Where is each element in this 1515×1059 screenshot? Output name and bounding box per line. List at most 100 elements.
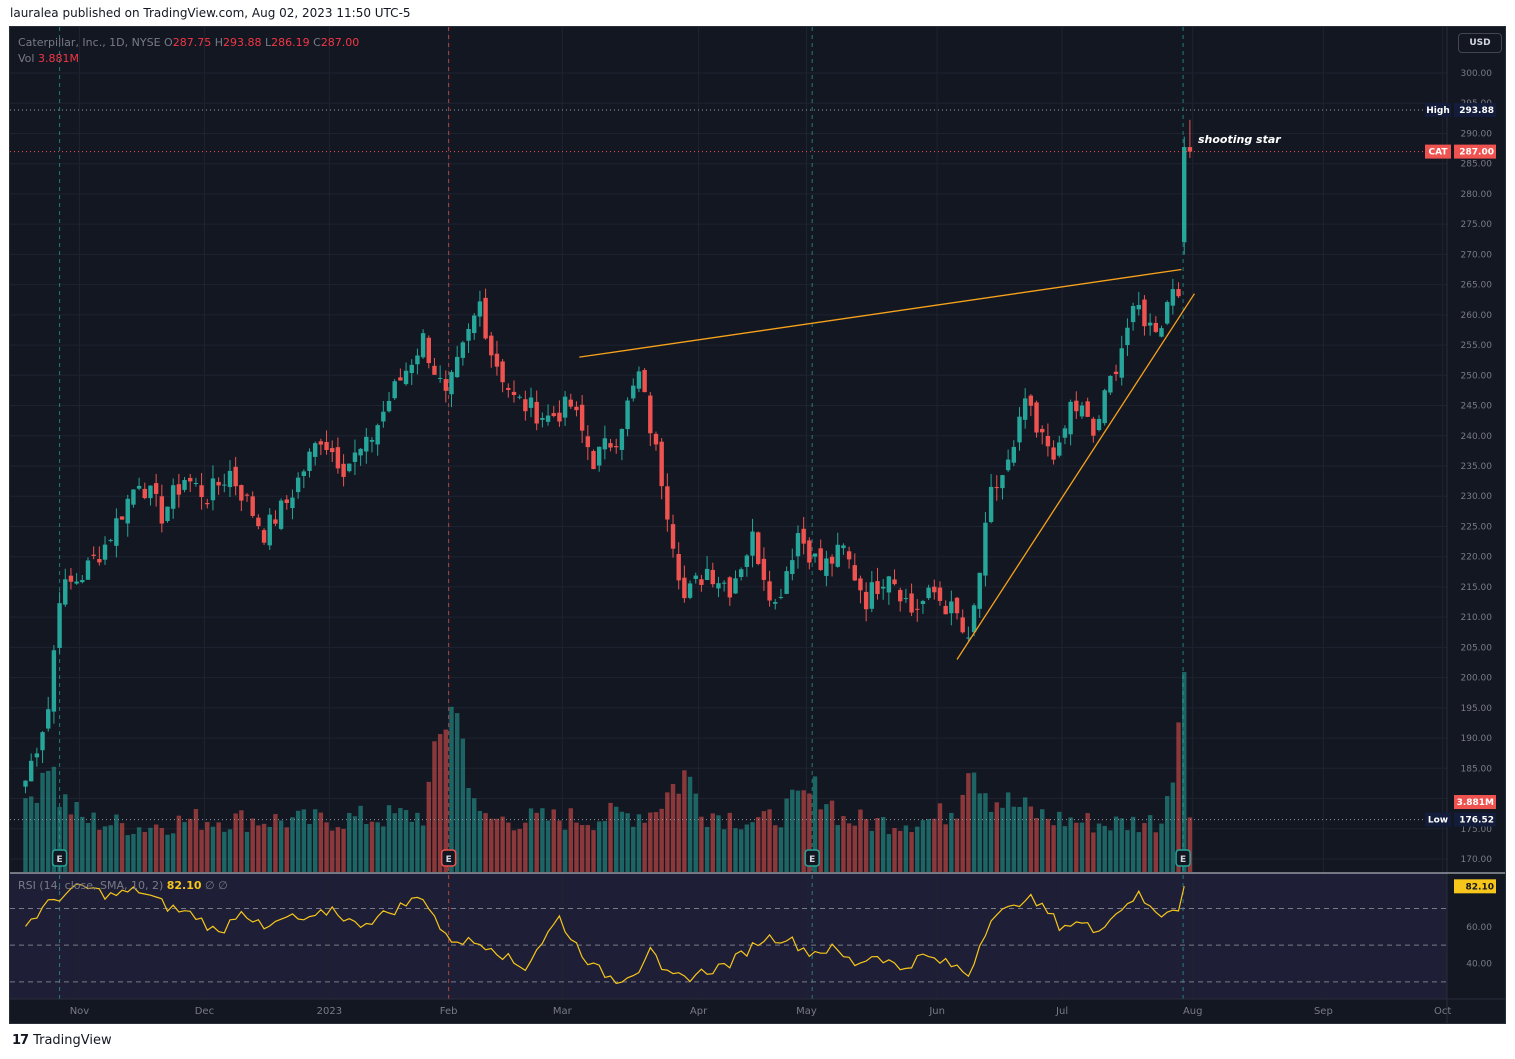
earnings-marker: E (804, 849, 820, 867)
rsi-tick-label: 60.00 (1466, 923, 1492, 933)
volume-bar (182, 822, 187, 872)
volume-bar (1062, 826, 1068, 872)
volume-bar (318, 812, 324, 872)
volume-bar (1091, 832, 1096, 872)
candle (642, 369, 647, 393)
currency-button[interactable]: USD (1458, 33, 1502, 53)
price-tick-label: 255.00 (1461, 341, 1493, 351)
candle (142, 488, 147, 499)
volume-bar (352, 816, 358, 872)
volume-bar (602, 821, 608, 872)
rsi-extra: ∅ ∅ (205, 879, 228, 892)
volume-bar (1113, 816, 1119, 872)
volume-bar (1176, 722, 1181, 872)
candle (318, 441, 324, 445)
time-axis-label: Jun (928, 1006, 945, 1017)
volume-bar (1040, 809, 1045, 872)
volume-bar (278, 820, 284, 872)
candle (426, 337, 431, 364)
candle (892, 579, 897, 585)
volume-bar (738, 829, 744, 872)
volume-bar (267, 826, 272, 872)
volume-bar (51, 766, 57, 872)
open-label: O (164, 36, 173, 49)
volume-bar (767, 809, 772, 872)
candle (818, 548, 823, 570)
candle (233, 466, 238, 487)
candle (591, 450, 596, 470)
volume-bar (63, 794, 68, 872)
volume-bar (750, 822, 755, 872)
volume-bar (119, 823, 125, 872)
volume-bar (227, 829, 233, 872)
candle (494, 353, 500, 367)
volume-bar (454, 713, 460, 872)
volume-bar (1074, 822, 1079, 872)
candle (28, 760, 34, 782)
volume-bar (261, 823, 267, 872)
chart-frame[interactable]: shooting starEEEE170.00175.00180.00185.0… (9, 26, 1506, 1024)
volume-bar (1125, 830, 1130, 872)
candle (1170, 289, 1176, 306)
volume-bar (165, 834, 170, 872)
volume-bar (1159, 823, 1164, 872)
volume-bar (222, 831, 227, 872)
volume-bar (273, 814, 278, 872)
volume-bar (557, 820, 562, 872)
candle (977, 572, 982, 609)
volume-bar (233, 813, 238, 872)
candle (1187, 147, 1193, 152)
volume-bar (85, 822, 91, 872)
candle (125, 498, 130, 524)
footer-brand: TradingView (33, 1033, 112, 1048)
volume-bar (744, 824, 750, 872)
volume-bar (250, 818, 255, 872)
volume-bar (415, 812, 420, 872)
volume-bar (153, 824, 159, 872)
price-tag-value: 293.88 (1459, 106, 1494, 116)
volume-bar (631, 826, 636, 872)
volume-bar (710, 813, 715, 872)
volume-bar (159, 828, 165, 872)
volume-bar (330, 830, 335, 872)
candle (523, 399, 528, 412)
earnings-marker: E (440, 849, 457, 867)
rsi-tick-label: 40.00 (1466, 960, 1492, 970)
candle (51, 650, 57, 712)
candle (415, 355, 420, 365)
volume-bar (858, 809, 863, 872)
volume-bar (102, 826, 108, 872)
price-tick-label: 190.00 (1461, 734, 1493, 744)
candle (1034, 402, 1039, 433)
volume-bar (687, 776, 693, 872)
price-tag-bg (1454, 144, 1496, 159)
candle (216, 481, 221, 486)
volume-bar (596, 821, 602, 872)
volume-bar (1068, 817, 1073, 872)
earnings-marker: E (1175, 849, 1191, 867)
candle (358, 448, 363, 456)
candle (625, 400, 630, 430)
volume-bar (795, 790, 801, 872)
volume-bar (540, 808, 545, 872)
volume-bar (176, 815, 182, 872)
time-axis-label: May (796, 1006, 817, 1017)
candle (34, 753, 40, 758)
volume-bar (784, 798, 789, 872)
volume-bar (636, 814, 642, 872)
high-value: 293.88 (222, 36, 262, 49)
price-tick-label: 265.00 (1461, 281, 1493, 291)
volume-bar (506, 822, 511, 872)
volume-bar (1147, 815, 1153, 872)
candle (1119, 348, 1124, 378)
price-tick-label: 275.00 (1461, 220, 1493, 230)
candle (267, 514, 272, 546)
candle (392, 381, 397, 399)
candle (898, 589, 903, 602)
price-chart[interactable]: shooting starEEEE170.00175.00180.00185.0… (10, 27, 1506, 1024)
candle (841, 545, 846, 549)
candle (994, 487, 999, 489)
price-tick-label: 220.00 (1461, 553, 1493, 563)
candle (1130, 306, 1136, 323)
candle (375, 425, 380, 445)
